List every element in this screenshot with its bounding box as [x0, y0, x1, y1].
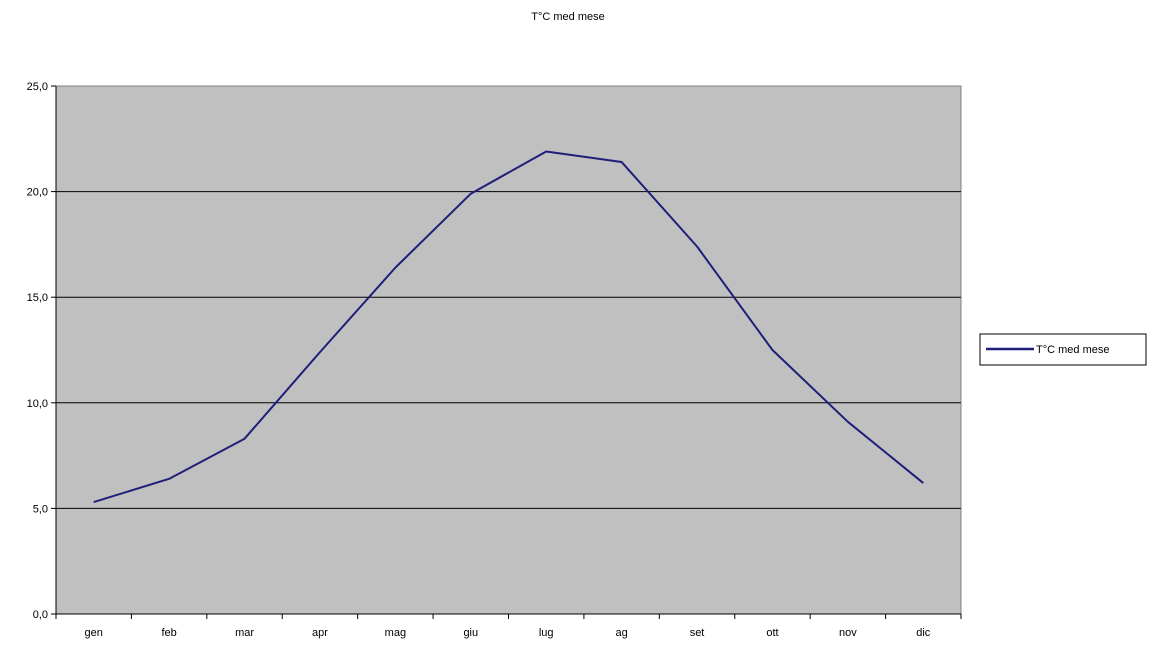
- gridlines: [56, 191, 961, 509]
- x-tick-label: nov: [839, 627, 857, 639]
- chart-title: T°C med mese: [531, 11, 604, 23]
- y-tick-label: 10,0: [27, 398, 48, 410]
- x-tick-labels: gen feb mar apr mag giu lug ag set ott nov dic: [85, 627, 931, 639]
- x-tick-label: apr: [312, 627, 328, 639]
- x-tick-label: giu: [463, 627, 478, 639]
- x-tick-label: mag: [385, 627, 406, 639]
- x-tick-label: gen: [85, 627, 103, 639]
- x-tick-label: mar: [235, 627, 254, 639]
- x-tick-label: ag: [616, 627, 628, 639]
- series-lines: [93, 150, 924, 504]
- x-tick-label: feb: [161, 627, 176, 639]
- y-tick-label: 25,0: [27, 81, 48, 93]
- x-tick-label: lug: [539, 627, 554, 639]
- y-tick-label: 20,0: [27, 187, 48, 199]
- y-tick-label: 5,0: [33, 503, 48, 515]
- legend-label: T°C med mese: [1036, 344, 1109, 356]
- x-tick-label: dic: [916, 627, 931, 639]
- y-tick-label: 15,0: [27, 292, 48, 304]
- x-tick-label: set: [690, 627, 705, 639]
- plot-area: [55, 85, 962, 615]
- x-tick-label: ott: [766, 627, 778, 639]
- axes: [51, 85, 962, 619]
- y-tick-labels: 0,0 5,0 10,0 15,0 20,0 25,0: [27, 81, 48, 621]
- y-tick-label: 0,0: [33, 609, 48, 621]
- legend: T°C med mese: [979, 333, 1147, 366]
- series-line: [93, 150, 924, 504]
